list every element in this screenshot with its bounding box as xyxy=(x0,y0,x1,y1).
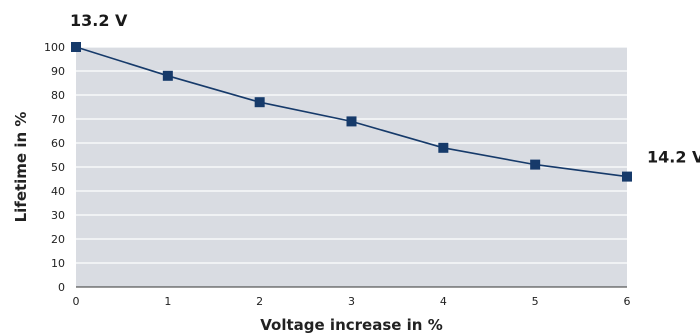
x-tick-label: 3 xyxy=(348,295,355,308)
x-tick-labels: 0 1 2 3 4 5 6 xyxy=(73,295,631,308)
annotation-end-voltage: 14.2 V xyxy=(647,148,700,167)
y-tick-label: 0 xyxy=(58,281,65,294)
data-point-marker xyxy=(254,97,265,108)
y-tick-label: 70 xyxy=(51,113,65,126)
x-tick-label: 1 xyxy=(164,295,171,308)
y-axis-title: Lifetime in % xyxy=(12,112,30,223)
y-tick-label: 90 xyxy=(51,65,65,78)
annotation-start-voltage: 13.2 V xyxy=(70,11,128,30)
y-tick-label: 40 xyxy=(51,185,65,198)
x-tick-label: 2 xyxy=(256,295,263,308)
x-tick-label: 4 xyxy=(440,295,447,308)
x-tick-label: 5 xyxy=(532,295,539,308)
data-point-marker xyxy=(438,142,449,153)
data-point-marker xyxy=(71,42,81,52)
data-point-marker xyxy=(622,171,632,182)
y-tick-labels: 0 10 20 30 40 50 60 70 80 90 100 xyxy=(44,41,65,294)
y-tick-label: 80 xyxy=(51,89,65,102)
data-point-marker xyxy=(530,159,541,170)
data-point-marker xyxy=(162,70,173,81)
y-tick-label: 60 xyxy=(51,137,65,150)
x-axis-title: Voltage increase in % xyxy=(260,316,442,334)
y-tick-label: 20 xyxy=(51,233,65,246)
x-tick-label: 0 xyxy=(73,295,80,308)
y-tick-label: 30 xyxy=(51,209,65,222)
data-point-marker xyxy=(346,116,357,127)
data-markers xyxy=(71,42,632,182)
y-tick-label: 50 xyxy=(51,161,65,174)
x-tick-label: 6 xyxy=(624,295,631,308)
y-tick-label: 10 xyxy=(51,257,65,270)
y-tick-label: 100 xyxy=(44,41,65,54)
